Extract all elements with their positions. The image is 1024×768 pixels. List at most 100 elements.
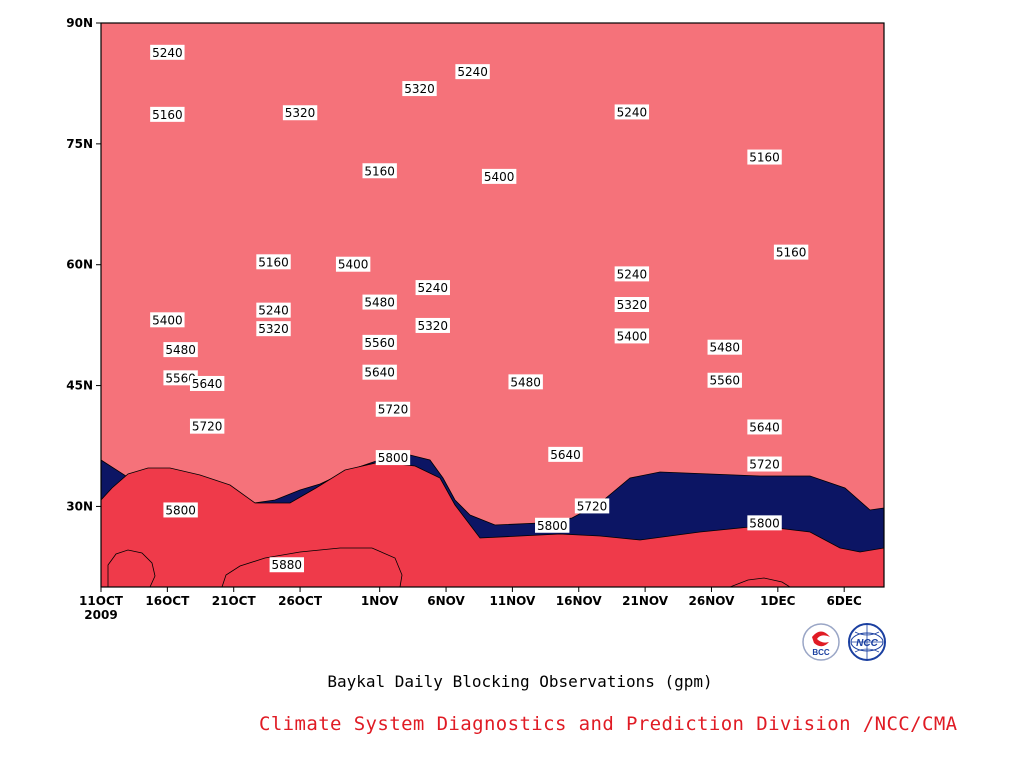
contour-label: 5400 — [481, 168, 517, 184]
contour-label-bg — [150, 44, 185, 60]
fill-level-10 — [221, 547, 403, 587]
contour-label-bg — [402, 81, 437, 97]
contour-label-text: 5160 — [749, 151, 780, 165]
contour-label: 5720 — [189, 418, 225, 434]
contour-label-bg — [707, 372, 742, 388]
contour-label-text: 5720 — [192, 420, 223, 434]
contour-label-text: 5240 — [152, 46, 183, 60]
contour-label: 5480 — [362, 294, 397, 310]
contour-label-text: 5640 — [550, 448, 581, 462]
contour-label-bg — [189, 418, 225, 434]
contour-label: 5560 — [163, 370, 198, 386]
contour-label-text: 5560 — [165, 371, 196, 385]
contour-label: 5160 — [362, 163, 397, 179]
contour-label-text: 5320 — [418, 319, 449, 333]
contour-label-text: 5240 — [258, 304, 289, 318]
contour-label: 5160 — [256, 254, 291, 270]
contour-label: 5720 — [747, 456, 782, 472]
contour-label-text: 5720 — [577, 499, 608, 513]
contour-label-text: 5320 — [404, 82, 435, 96]
contour-label-bg — [747, 419, 782, 435]
contour-label-text: 5560 — [709, 374, 740, 388]
contour-label: 5240 — [415, 280, 450, 296]
contour-label: 5240 — [150, 44, 185, 60]
contour-label-bg — [150, 312, 185, 328]
contour-label-text: 5640 — [749, 420, 780, 434]
contour-label-text: 5480 — [709, 341, 740, 355]
contour-label-text: 5400 — [617, 329, 648, 343]
contour-label: 5800 — [747, 515, 782, 531]
contour-label-text: 5720 — [378, 403, 409, 417]
contour-label-bg — [282, 105, 318, 121]
contour-label-text: 5160 — [776, 246, 807, 260]
fill-level-10 — [107, 549, 156, 587]
contour-label-bg — [163, 370, 198, 386]
bcc-swirl-icon — [812, 631, 830, 647]
ncc-logo: NCC — [848, 623, 886, 661]
y-tick-label: 45N — [66, 379, 93, 393]
contour-label: 5640 — [362, 364, 397, 380]
contour-label: 5560 — [362, 334, 397, 350]
contour-label-bg — [269, 557, 304, 573]
contour-label: 5160 — [747, 149, 782, 165]
contour-label-bg — [481, 168, 517, 184]
contour-label-bg — [773, 244, 809, 260]
contour-label-bg — [535, 517, 570, 533]
contour-label-text: 5480 — [364, 296, 395, 310]
ncc-logo-text: NCC — [856, 638, 878, 649]
contour-label: 5480 — [707, 339, 742, 355]
x-tick-label: 21OCT — [212, 594, 257, 608]
contour-label-bg — [614, 328, 650, 344]
contour-label-text: 5560 — [364, 336, 395, 350]
x-tick-label: 21NOV — [622, 594, 669, 608]
contour-label-bg — [335, 256, 371, 272]
contour-label-bg — [415, 280, 450, 296]
contour-label: 5640 — [747, 419, 782, 435]
contour-chart: 11OCT 16OCT 21OCT 26OCT 1NOV 6NOV 11NOV 16NOV 21… — [66, 16, 885, 622]
contour-label-bg — [747, 456, 782, 472]
contour-label: 5320 — [256, 321, 291, 337]
x-tick-label: 16NOV — [556, 594, 603, 608]
contour-label-text: 5160 — [152, 108, 183, 122]
contour-label-bg — [362, 364, 397, 380]
contour-label-bg — [747, 149, 782, 165]
contour-label: 5640 — [189, 375, 225, 391]
contour-label: 5400 — [335, 256, 371, 272]
plot-frame — [100, 22, 885, 588]
contour-label: 5240 — [256, 302, 291, 318]
contour-label-text: 5640 — [364, 366, 395, 380]
contour-label-bg — [362, 163, 397, 179]
x-tick-label: 11OCT — [79, 594, 124, 608]
x-tick-label: 16OCT — [145, 594, 190, 608]
chart-subtitle: Baykal Daily Blocking Observations (gpm) — [327, 672, 713, 691]
contour-label: 5320 — [282, 105, 318, 121]
contour-label-bg — [508, 374, 543, 390]
contour-label-text: 5800 — [165, 503, 196, 517]
globe-lines — [851, 625, 883, 659]
contour-label-text: 5240 — [617, 267, 648, 281]
contour-label-bg — [707, 339, 742, 355]
contour-label-bg — [163, 502, 198, 518]
contour-label-text: 5800 — [537, 519, 568, 533]
contour-label-text: 5400 — [338, 258, 369, 272]
contour-label-text: 5160 — [364, 164, 395, 178]
contour-label-bg — [163, 342, 198, 358]
contour-label-bg — [189, 375, 225, 391]
contour-label: 5640 — [548, 446, 583, 462]
contour-label-text: 5640 — [192, 377, 223, 391]
contour-label-bg — [362, 334, 397, 350]
contour-label-text: 5720 — [749, 458, 780, 472]
x-tick-label: 1NOV — [361, 594, 399, 608]
contour-label-bg — [747, 515, 782, 531]
y-tick-label: 75N — [66, 137, 93, 151]
contour-label-text: 5880 — [272, 558, 303, 572]
contour-label: 5800 — [163, 502, 198, 518]
contour-label: 5880 — [269, 557, 304, 573]
contour-label-text: 5480 — [510, 375, 541, 389]
contour-label-text: 5240 — [457, 65, 488, 79]
fill-level-10 — [729, 577, 791, 587]
contour-fills — [101, 23, 884, 587]
contour-label: 5320 — [415, 317, 450, 333]
credit-line: Climate System Diagnostics and Predictio… — [259, 713, 958, 735]
contour-label: 5320 — [614, 297, 650, 312]
